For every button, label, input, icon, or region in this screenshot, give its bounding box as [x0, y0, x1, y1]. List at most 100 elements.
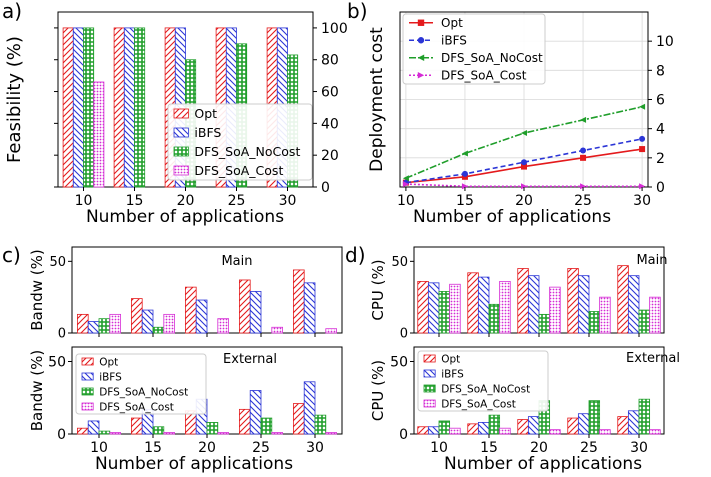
legend-label: DFS_SoA_NoCost	[441, 51, 543, 65]
legend-label: DFS_SoA_Cost	[441, 69, 527, 83]
bar-3-25	[599, 296, 611, 334]
bar-1-30	[627, 410, 640, 435]
legend-c: Opt iBFS DFS_SoA_NoCost DFS_SoA_Cost	[75, 353, 207, 415]
x-tick-label: 20	[530, 440, 548, 456]
legend-swatch	[81, 387, 94, 396]
bar-3-20	[217, 432, 230, 435]
marker	[521, 159, 527, 166]
marker	[580, 183, 587, 190]
x-tick-label: 10	[90, 440, 108, 456]
bar-0-30	[617, 265, 629, 334]
bar-1-25	[249, 291, 262, 334]
x-tick-label: 10	[430, 440, 448, 456]
marker	[417, 72, 425, 79]
bar-1-20	[195, 299, 208, 334]
x-tick-label: 25	[252, 440, 270, 456]
bar-3-30	[649, 429, 661, 435]
y-tick-label: 0	[58, 327, 66, 342]
bar-2-25	[588, 400, 601, 435]
legend-label: Opt	[441, 16, 463, 30]
legend-b: Opt iBFS DFS_SoA_NoCost DFS_SoA_Cost	[402, 13, 546, 85]
panel-label-d: d)	[345, 243, 366, 267]
legend-box	[402, 13, 546, 85]
bar-1-15	[477, 421, 490, 435]
bar-2-25	[260, 417, 273, 435]
bar-3-15	[499, 280, 511, 334]
y-tick-label: 0	[656, 180, 665, 196]
x-tick-label: 15	[480, 440, 498, 456]
bar-3-20	[549, 429, 561, 435]
x-axis-label-d: Number of applications	[444, 454, 642, 474]
subplot-title: Main	[636, 253, 667, 268]
x-tick-label: 20	[198, 440, 216, 456]
y-axis-label: Bandw (%)	[28, 350, 46, 432]
marker	[521, 183, 527, 190]
bar-2-15	[488, 303, 501, 334]
bar-3-10	[109, 313, 122, 334]
legend-label: iBFS	[441, 34, 467, 48]
bar-1-30	[303, 282, 316, 334]
bar-0-30	[617, 416, 629, 435]
legend-label: DFS_SoA_Cost	[194, 163, 283, 178]
bar-2-20	[538, 313, 551, 334]
bar-0-20	[184, 286, 197, 334]
legend-box	[417, 350, 549, 412]
bar-2-25	[588, 311, 601, 334]
y-tick-label: 100	[321, 21, 348, 37]
legend-label: iBFS	[194, 125, 221, 140]
bar-0-15	[467, 423, 479, 435]
x-tick-label: 10	[397, 193, 415, 209]
y-tick-label: 20	[321, 148, 339, 164]
legend-swatch	[173, 146, 189, 157]
x-tick-label: 30	[633, 193, 651, 209]
y-axis-label: Bandw (%)	[28, 249, 46, 331]
y-tick-label: 0	[400, 327, 408, 342]
y-tick-label: 0	[399, 427, 408, 443]
bar-3-15	[163, 432, 176, 435]
x-axis-label-a: Number of applications	[86, 207, 284, 227]
x-axis-label-b: Number of applications	[413, 207, 611, 227]
bar-2-10	[98, 430, 111, 435]
bar-2-10	[98, 318, 111, 334]
chart-a-right-axis: 0 20 40 60 80 100	[313, 21, 348, 196]
bar-3-15	[499, 427, 511, 435]
legend-swatch	[81, 357, 94, 366]
marker	[580, 147, 587, 154]
chart-d-main: 0 50 CPU (%) Main	[369, 246, 668, 342]
marker	[402, 175, 409, 182]
bar-3-20	[217, 318, 230, 334]
marker	[639, 183, 646, 190]
y-tick-label: 2	[656, 151, 665, 167]
x-tick-label: 30	[630, 440, 648, 456]
bar-3-15	[163, 313, 176, 334]
marker	[402, 181, 409, 188]
x-tick-label: 20	[515, 193, 533, 209]
subplot-title: External	[626, 351, 680, 366]
bar-0-10	[62, 27, 74, 188]
bar-2-15	[134, 27, 146, 188]
panel-label-c: c)	[2, 243, 21, 267]
bar-2-10	[83, 27, 95, 188]
legend-label: Opt	[99, 356, 118, 368]
bar-0-20	[517, 419, 529, 435]
marker	[580, 116, 587, 123]
marker	[417, 54, 425, 61]
marker	[461, 150, 468, 157]
bar-2-30	[314, 414, 327, 435]
bar-1-20	[527, 416, 540, 435]
x-tick-label: 25	[574, 193, 592, 209]
x-tick-label: 15	[144, 440, 162, 456]
bar-3-30	[325, 432, 337, 435]
bar-3-30	[325, 328, 337, 334]
y-tick-label: 50	[390, 355, 408, 371]
y-axis-label: Deployment cost	[367, 27, 387, 172]
legend-d: Opt iBFS DFS_SoA_NoCost DFS_SoA_Cost	[417, 350, 549, 412]
legend-box	[75, 353, 207, 415]
x-tick-label: 30	[306, 440, 324, 456]
marker	[417, 37, 425, 44]
y-tick-label: 50	[48, 355, 66, 371]
bar-3-10	[449, 427, 461, 435]
legend-label: iBFS	[99, 371, 122, 383]
legend-swatch	[173, 127, 189, 138]
